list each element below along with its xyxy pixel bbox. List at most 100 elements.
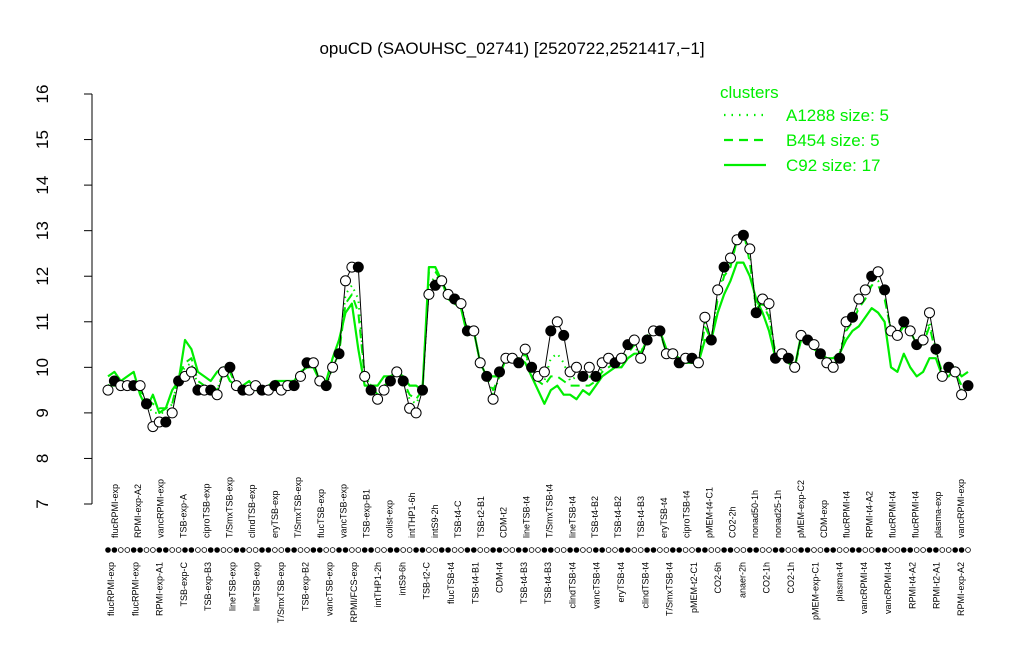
rug-mark xyxy=(342,547,349,553)
data-point xyxy=(859,284,871,296)
rug-mark xyxy=(958,547,965,553)
data-point xyxy=(949,366,961,378)
data-point xyxy=(917,334,929,346)
data-point xyxy=(185,366,197,378)
rug-mark xyxy=(156,547,163,553)
rug-mark xyxy=(175,547,182,553)
data-point xyxy=(526,361,538,373)
rug-mark xyxy=(881,547,888,553)
rug-mark xyxy=(278,547,285,553)
data-point xyxy=(468,325,480,337)
data-point xyxy=(494,366,505,378)
rug-mark xyxy=(297,547,304,553)
data-point xyxy=(924,307,935,319)
data-point xyxy=(102,384,114,396)
expression-line xyxy=(107,234,969,428)
y-tick-label: 15 xyxy=(33,130,52,149)
rug-mark xyxy=(355,547,362,553)
rug-mark xyxy=(470,547,477,553)
legend-title: clusters xyxy=(720,83,779,102)
rug-mark xyxy=(740,547,747,553)
rug-mark xyxy=(714,547,721,553)
rug-mark xyxy=(201,547,208,553)
rug-mark xyxy=(702,547,708,553)
data-point xyxy=(423,288,435,300)
rug-mark xyxy=(849,547,856,553)
data-point xyxy=(417,384,428,396)
rug-mark xyxy=(233,547,240,553)
data-point xyxy=(288,380,300,392)
x-label-top: TSB-exp-A xyxy=(179,494,189,538)
rug-mark xyxy=(721,547,727,553)
x-label-top: flucRPMI-t4 xyxy=(887,491,897,538)
x-label-top: nonad25-1h xyxy=(773,490,783,538)
rug-mark xyxy=(888,547,894,553)
rug-mark xyxy=(220,547,227,553)
rug-mark xyxy=(284,547,291,553)
rug-mark xyxy=(939,547,946,553)
rug-mark xyxy=(952,547,958,553)
rug-mark xyxy=(503,547,509,553)
rug-mark xyxy=(734,547,740,553)
rug-mark xyxy=(182,547,188,553)
x-label-bottom: RPMI-t2-A1 xyxy=(932,562,942,609)
rug-mark xyxy=(438,547,445,553)
data-point xyxy=(891,329,903,341)
rug-mark xyxy=(605,547,612,553)
x-label-top: nonad50-1h xyxy=(750,490,760,538)
rug-mark xyxy=(458,547,464,553)
rug-mark xyxy=(599,547,605,553)
x-label-bottom: intTHP1-2h xyxy=(373,562,383,608)
x-label-top: RPMI-t4-A2 xyxy=(865,491,875,538)
rug-mark xyxy=(894,547,901,553)
x-labels-bottom: flucRPMI-exp flucRPMI-exp RPMI-exp-A1 TSB-e… xyxy=(106,562,966,624)
data-point xyxy=(166,407,178,419)
rug-mark xyxy=(195,547,201,553)
x-label-bottom: intS9-6h xyxy=(397,562,407,596)
data-point xyxy=(372,393,384,405)
rug-mark xyxy=(708,547,715,553)
rug-mark xyxy=(811,547,817,553)
rug-mark xyxy=(541,547,548,553)
x-label-bottom: clindTSB-t4 xyxy=(567,562,577,609)
rug-mark xyxy=(933,547,939,553)
x-label-top: T/SmxTSB-t4 xyxy=(544,484,554,538)
x-label-bottom: RPMI-t4-A2 xyxy=(907,562,917,609)
rug-mark xyxy=(804,547,811,553)
x-label-top: flucRPMI-t4 xyxy=(842,491,852,538)
x-label-bottom: plasma-t4 xyxy=(835,562,845,602)
data-point xyxy=(160,416,172,428)
data-point xyxy=(327,361,339,373)
x-label-top: eryTSB-t4 xyxy=(659,497,669,538)
x-label-top: flucTSB-exp xyxy=(316,489,326,538)
data-point xyxy=(384,375,396,387)
data-point xyxy=(930,343,942,355)
x-label-bottom: RPMI-exp-A2 xyxy=(956,562,966,616)
x-label-bottom: TSB-exp-B3 xyxy=(203,562,213,611)
rug-mark xyxy=(323,547,330,553)
x-label-bottom: lineTSB-exp xyxy=(252,562,262,611)
rug-mark xyxy=(669,547,676,553)
rug-mark xyxy=(406,547,413,553)
rug-mark xyxy=(426,547,432,553)
rug-mark xyxy=(920,547,926,553)
chart-title: opuCD (SAOUHSC_02741) [2520722,2521417,−… xyxy=(319,39,704,58)
y-tick-label: 9 xyxy=(33,408,52,417)
rug-mark xyxy=(381,547,387,553)
data-point xyxy=(744,243,756,255)
rug-mark xyxy=(772,547,779,553)
x-label-top: CDM-t2 xyxy=(499,507,509,538)
rug-mark xyxy=(400,547,407,553)
data-point xyxy=(834,352,846,364)
rug-mark xyxy=(118,547,124,553)
rug-mark xyxy=(856,547,862,553)
data-point xyxy=(224,361,236,373)
rug-mark xyxy=(836,547,843,553)
data-point xyxy=(455,298,467,310)
data-point xyxy=(847,311,858,323)
x-label-bottom: RPMI-exp-A1 xyxy=(155,562,165,616)
rug-mark xyxy=(227,547,233,553)
x-label-bottom: T/SmxTSB-t4 xyxy=(665,562,675,616)
x-label-bottom: eryTSB-t4 xyxy=(616,562,626,603)
rug-mark xyxy=(657,547,663,553)
